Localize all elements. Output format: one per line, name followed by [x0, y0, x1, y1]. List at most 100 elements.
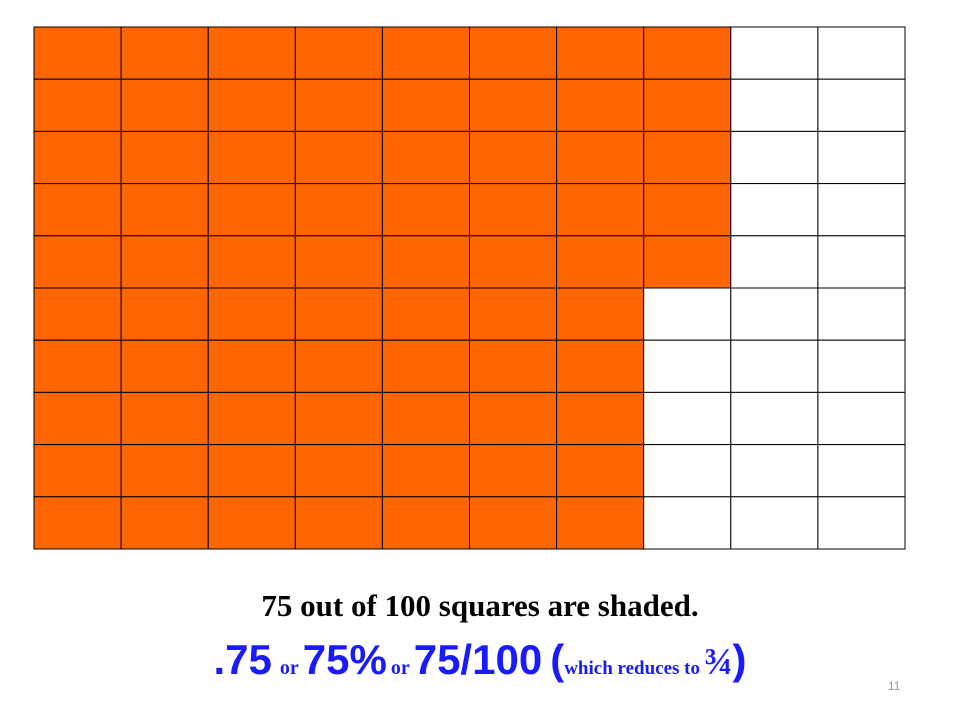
- empty-square: [643, 339, 732, 393]
- shaded-square: [294, 235, 383, 289]
- shaded-square: [207, 444, 296, 498]
- shaded-square: [381, 444, 470, 498]
- shaded-square: [556, 287, 645, 341]
- shaded-square: [294, 183, 383, 237]
- empty-square: [730, 391, 819, 446]
- shaded-square: [207, 235, 296, 289]
- shaded-square: [294, 496, 383, 550]
- paren: ): [732, 636, 747, 683]
- shaded-square: [643, 235, 732, 289]
- shaded-square: [207, 391, 296, 446]
- shaded-square: [381, 78, 470, 132]
- caption: 75 out of 100 squares are shaded.: [261, 588, 699, 623]
- shaded-square: [33, 339, 122, 393]
- percent: 75%: [302, 636, 387, 683]
- shaded-square: [643, 26, 732, 80]
- shaded-square: [556, 130, 645, 185]
- shaded-square: [469, 130, 558, 185]
- shaded-square: [469, 183, 558, 237]
- shaded-square: [33, 391, 122, 446]
- shaded-square: [381, 391, 470, 446]
- shaded-square: [556, 183, 645, 237]
- shaded-square: [120, 496, 209, 550]
- shaded-square: [381, 26, 470, 80]
- shaded-square: [33, 235, 122, 289]
- empty-square: [730, 130, 819, 185]
- empty-square: [730, 235, 819, 289]
- empty-square: [817, 339, 906, 393]
- empty-square: [817, 78, 906, 132]
- shaded-square: [120, 287, 209, 341]
- empty-square: [817, 130, 906, 185]
- shaded-square: [469, 78, 558, 132]
- shaded-square: [294, 391, 383, 446]
- empty-square: [817, 26, 906, 80]
- shaded-square: [294, 444, 383, 498]
- decimal: .75: [213, 636, 272, 683]
- or-word: or: [279, 657, 299, 679]
- empty-square: [643, 444, 732, 498]
- shaded-square: [381, 183, 470, 237]
- shaded-square: [120, 26, 209, 80]
- shaded-square: [469, 26, 558, 80]
- shaded-square: [207, 496, 296, 550]
- shaded-square: [556, 235, 645, 289]
- shaded-square: [469, 339, 558, 393]
- shaded-square: [294, 287, 383, 341]
- empty-square: [730, 287, 819, 341]
- shaded-square: [469, 496, 558, 550]
- shaded-square: [207, 130, 296, 185]
- shaded-square: [381, 496, 470, 550]
- reduced-fraction: ¾: [704, 641, 733, 683]
- empty-square: [643, 496, 732, 550]
- fraction: 75/100: [413, 636, 543, 683]
- empty-square: [730, 183, 819, 237]
- shaded-square: [207, 287, 296, 341]
- empty-square: [817, 235, 906, 289]
- shaded-square: [556, 26, 645, 80]
- shaded-square: [556, 496, 645, 550]
- empty-square: [817, 183, 906, 237]
- shaded-square: [33, 496, 122, 550]
- shaded-square: [469, 235, 558, 289]
- empty-square: [817, 287, 906, 341]
- shaded-square: [120, 391, 209, 446]
- shaded-square: [643, 78, 732, 132]
- empty-square: [730, 26, 819, 80]
- shaded-square: [643, 183, 732, 237]
- shaded-square: [294, 339, 383, 393]
- shaded-square: [556, 339, 645, 393]
- note: which reduces to: [564, 658, 700, 679]
- shaded-square: [120, 130, 209, 185]
- shaded-square: [120, 339, 209, 393]
- hundred-grid: [33, 26, 906, 550]
- shaded-square: [294, 26, 383, 80]
- shaded-square: [120, 183, 209, 237]
- empty-square: [643, 287, 732, 341]
- shaded-square: [381, 287, 470, 341]
- shaded-square: [469, 391, 558, 446]
- shaded-square: [120, 78, 209, 132]
- shaded-square: [33, 183, 122, 237]
- shaded-square: [381, 130, 470, 185]
- shaded-square: [294, 130, 383, 185]
- shaded-square: [120, 444, 209, 498]
- shaded-square: [469, 444, 558, 498]
- shaded-square: [556, 391, 645, 446]
- empty-square: [643, 391, 732, 446]
- shaded-square: [556, 78, 645, 132]
- empty-square: [730, 444, 819, 498]
- paren: (: [550, 636, 565, 683]
- shaded-square: [207, 78, 296, 132]
- shaded-square: [33, 130, 122, 185]
- empty-square: [817, 496, 906, 550]
- shaded-square: [33, 444, 122, 498]
- empty-square: [817, 444, 906, 498]
- shaded-square: [643, 130, 732, 185]
- shaded-square: [469, 287, 558, 341]
- shaded-square: [33, 78, 122, 132]
- shaded-square: [381, 339, 470, 393]
- shaded-square: [120, 235, 209, 289]
- empty-square: [730, 496, 819, 550]
